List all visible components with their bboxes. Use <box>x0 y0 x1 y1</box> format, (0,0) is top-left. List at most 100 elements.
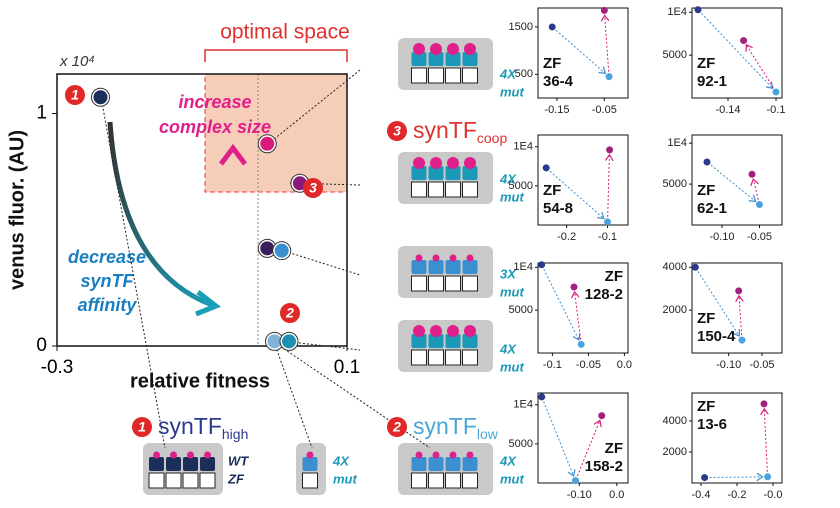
icon-block <box>428 166 444 180</box>
construct-icon <box>398 38 493 90</box>
y-tick-label: 5000 <box>663 49 687 61</box>
mut-label: 4X <box>499 341 517 356</box>
panel-arrow <box>608 155 610 217</box>
icon-block <box>411 52 427 66</box>
y-tick-label: 1E4 <box>513 141 533 153</box>
x-tick-label: -0.15 <box>544 104 569 116</box>
panel-arrow <box>710 164 756 201</box>
badge-number: 1 <box>71 87 79 103</box>
panel-point <box>606 146 614 154</box>
construct-icon <box>398 443 493 495</box>
icon-box <box>428 67 444 84</box>
panel-point <box>605 73 613 81</box>
point <box>260 136 275 151</box>
icon-dot <box>187 451 194 459</box>
icon-dot <box>466 451 474 459</box>
badge-number: 3 <box>309 180 317 196</box>
panel-frame <box>691 134 783 226</box>
icon-box <box>411 349 427 366</box>
icon-dot <box>430 325 442 337</box>
icon-block <box>183 457 198 471</box>
mut-label: 3X <box>500 266 517 281</box>
panel-point <box>691 263 699 271</box>
icon-block <box>445 52 461 66</box>
icon-box <box>445 349 461 366</box>
icon-box <box>148 472 165 489</box>
point <box>267 334 282 349</box>
badge-number: 2 <box>285 305 294 321</box>
construct-icon <box>143 443 223 495</box>
y-tick-label: 1 <box>36 103 47 124</box>
x-tick-label: -0.4 <box>692 489 711 501</box>
increase-label: complex size <box>159 117 271 137</box>
mut-label: 4X <box>499 66 517 81</box>
panel-frame <box>691 7 783 99</box>
panel-point <box>764 473 772 481</box>
panel-frame <box>691 262 783 354</box>
panel-point <box>570 283 578 291</box>
icon-box <box>411 275 427 292</box>
panel-arrow <box>739 296 742 336</box>
icon-dot <box>464 43 476 55</box>
x-tick-label: -0.05 <box>592 104 617 116</box>
panel-arrow <box>605 15 610 72</box>
y-tick-label: 2000 <box>663 304 687 316</box>
y-tick-label: 4000 <box>663 261 687 273</box>
panel-point <box>598 412 606 420</box>
panel-point <box>760 400 768 408</box>
increase-label: increase <box>178 92 251 112</box>
panel-point <box>694 6 702 14</box>
icon-dot <box>170 451 177 459</box>
y-tick-label: 5000 <box>509 438 533 450</box>
panel-label: 92-1 <box>697 73 727 90</box>
x-tick-label: -0.14 <box>715 104 740 116</box>
panel-arrow <box>543 268 579 340</box>
y-tick-label: 1E4 <box>667 6 687 18</box>
icon-block <box>200 457 215 471</box>
y-tick-label: 1E4 <box>667 137 687 149</box>
point <box>282 334 296 349</box>
x-tick-label: -0.0 <box>764 489 783 501</box>
icon-block <box>302 457 318 471</box>
panel-label: ZF <box>697 398 715 415</box>
badge <box>65 85 85 105</box>
panel-point <box>748 170 756 178</box>
x-tick-label: -0.3 <box>41 357 74 378</box>
icon-dot <box>153 451 160 459</box>
panel-label: ZF <box>697 182 715 199</box>
icon-block <box>462 334 478 348</box>
panel-point <box>542 164 550 172</box>
icon-dot <box>466 254 474 262</box>
leader-line <box>280 249 361 276</box>
icon-block <box>428 457 444 471</box>
icon-dot <box>415 254 423 262</box>
icon-block <box>445 457 461 471</box>
icon-dot <box>449 451 457 459</box>
panel-arrow <box>555 29 605 73</box>
panel-point <box>772 88 780 96</box>
panel-frame <box>537 134 629 226</box>
synTF-sub: high <box>222 426 248 442</box>
panel-label: 36-4 <box>543 73 574 90</box>
icon-dot <box>447 43 459 55</box>
y-multiplier: x 10⁴ <box>59 53 95 70</box>
y-tick-label: 1E4 <box>513 399 533 411</box>
increase-arrowhead <box>219 143 247 166</box>
x-tick-label: -0.2 <box>728 489 747 501</box>
icon-block <box>166 457 181 471</box>
panel-label: ZF <box>697 55 715 72</box>
x-tick-label: -0.10 <box>709 231 734 243</box>
mut-label: mut <box>500 471 525 486</box>
icon-dot <box>432 451 440 459</box>
mut-label: mut <box>333 471 358 486</box>
point <box>260 241 275 256</box>
icon-box <box>165 472 182 489</box>
x-tick-label: -0.1 <box>598 231 617 243</box>
panel-arrow <box>575 292 582 340</box>
icon-box <box>428 181 444 198</box>
icon-block <box>411 260 427 274</box>
panel-point <box>548 23 556 31</box>
mut-label: 4X <box>499 453 517 468</box>
